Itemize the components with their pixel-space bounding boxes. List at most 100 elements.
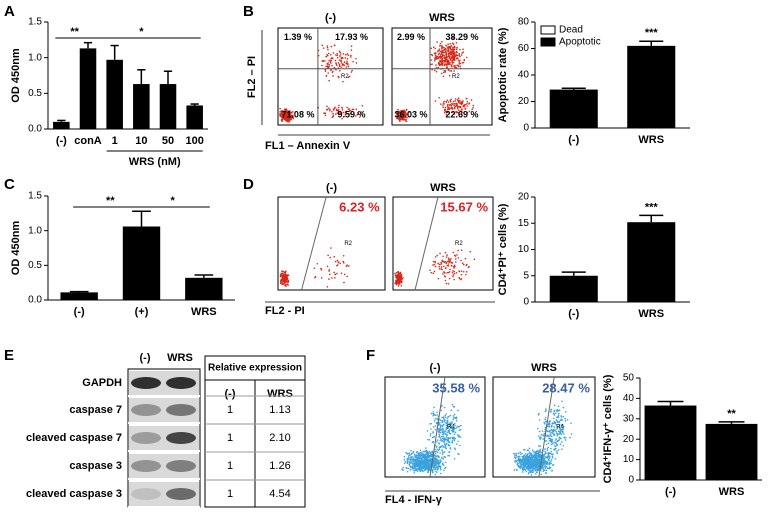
dot <box>415 454 418 456</box>
panel-letter: B <box>243 3 254 20</box>
dot <box>331 110 333 113</box>
dot <box>444 47 447 50</box>
dot <box>292 110 294 113</box>
dot <box>441 46 443 49</box>
gate-percent: 15.67 % <box>440 200 488 215</box>
dot <box>401 110 403 112</box>
dot <box>564 439 567 441</box>
dot <box>417 465 420 468</box>
dot <box>553 444 556 447</box>
dot <box>447 440 450 443</box>
dot <box>419 464 422 467</box>
dot <box>451 111 454 114</box>
dot <box>544 451 547 453</box>
dot <box>539 450 542 453</box>
dot <box>405 451 407 454</box>
dot <box>356 113 359 116</box>
dot <box>427 471 429 474</box>
dot <box>440 409 443 412</box>
dot <box>456 64 458 67</box>
y-tick-label: 0.0 <box>28 124 42 135</box>
dot <box>453 102 455 105</box>
plot-frame <box>392 196 494 291</box>
y-tick-label: 0 <box>523 123 529 134</box>
dot <box>552 453 554 456</box>
dot <box>429 464 432 466</box>
dot <box>397 285 400 287</box>
dot <box>530 471 533 473</box>
dot <box>451 403 454 406</box>
dot <box>410 462 412 464</box>
dot <box>460 54 463 56</box>
dot <box>398 110 400 113</box>
dot <box>332 112 334 115</box>
dot <box>438 446 441 449</box>
dot <box>447 101 450 103</box>
dot <box>548 463 551 466</box>
dot <box>437 460 440 463</box>
dot <box>447 271 450 274</box>
quadrant-label: 1.39 % <box>284 32 312 42</box>
dot <box>441 53 444 56</box>
dot <box>530 474 533 476</box>
dot <box>448 277 451 280</box>
blot-band <box>131 404 161 416</box>
dot <box>326 62 328 65</box>
dot <box>412 460 415 463</box>
dot <box>428 467 431 469</box>
dot <box>340 113 343 116</box>
dot <box>444 59 447 61</box>
dot <box>336 56 339 59</box>
dot <box>453 413 456 416</box>
dot <box>452 59 454 62</box>
dot <box>440 263 442 266</box>
dot <box>419 459 421 462</box>
dot <box>440 72 443 75</box>
dot <box>404 114 407 117</box>
dot <box>355 115 357 117</box>
dot <box>559 419 562 421</box>
dot <box>431 68 433 71</box>
dot <box>282 110 285 113</box>
dot <box>441 453 444 456</box>
dot <box>550 432 552 434</box>
dot <box>515 454 518 456</box>
x-tick-label: WRS <box>638 134 664 146</box>
dot <box>337 113 340 116</box>
dot <box>425 452 428 454</box>
dot <box>424 467 426 470</box>
dot <box>443 64 446 66</box>
dot <box>444 439 446 441</box>
quadrant-label: 2.99 % <box>397 32 425 42</box>
table-cell: 1 <box>227 404 233 416</box>
dot <box>346 61 348 64</box>
dot <box>538 449 540 452</box>
dot <box>336 272 338 275</box>
dot <box>445 434 448 437</box>
dot <box>398 117 401 119</box>
dot <box>454 100 457 102</box>
dot <box>524 449 526 451</box>
dot <box>541 430 544 432</box>
dot <box>521 461 524 463</box>
dot <box>349 56 352 58</box>
dot <box>555 438 558 440</box>
dot <box>555 430 558 433</box>
dot <box>433 420 436 422</box>
dot <box>439 459 441 461</box>
dot <box>342 261 345 264</box>
dot <box>431 54 434 57</box>
dot <box>432 272 435 274</box>
dot <box>563 436 565 439</box>
dot <box>445 110 448 113</box>
y-tick-label: 0 <box>628 475 634 486</box>
dot <box>452 100 455 103</box>
dot <box>450 98 452 101</box>
dot <box>460 103 463 106</box>
dot <box>531 457 533 460</box>
dot <box>415 460 418 463</box>
dot <box>547 434 549 437</box>
dot <box>398 115 401 117</box>
dot <box>418 453 420 455</box>
dot <box>557 414 560 417</box>
